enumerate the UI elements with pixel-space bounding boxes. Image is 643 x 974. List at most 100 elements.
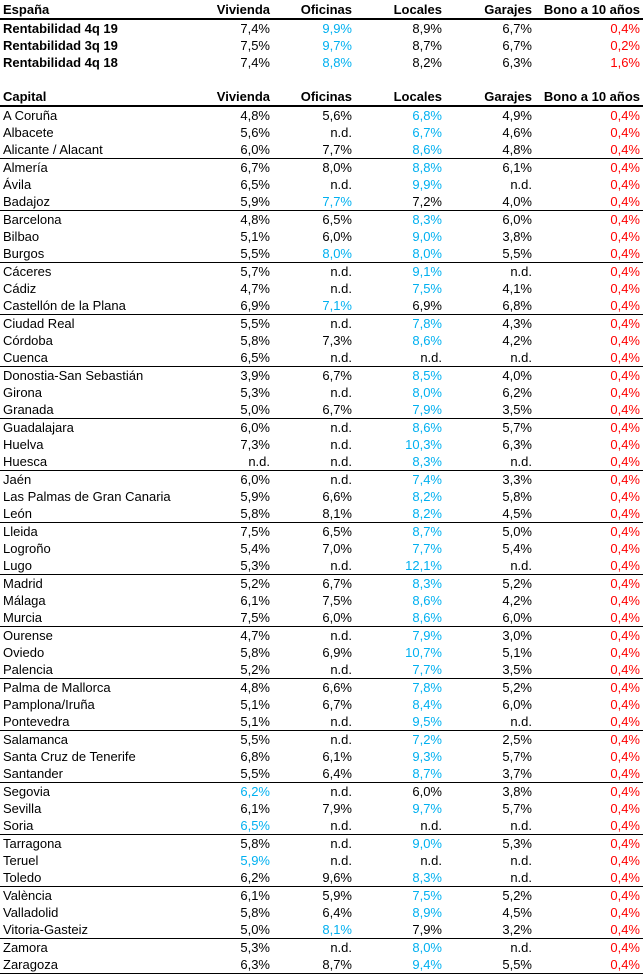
value-cell: 8,0% (412, 385, 442, 400)
value-cell: 4,8% (240, 212, 270, 227)
value-cell: 5,5% (445, 245, 535, 263)
value-cell: 5,6% (240, 125, 270, 140)
value-cell: 0,4% (610, 385, 640, 400)
value-cell: 0,4% (535, 817, 643, 835)
row-label: A Coruña (3, 108, 58, 123)
value-cell: 6,7% (240, 160, 270, 175)
value-cell: 6,0% (240, 420, 270, 435)
section-spacer (0, 71, 643, 87)
summary-header-row: España Vivienda Oficinas Locales Garajes… (0, 0, 643, 20)
value-cell: n.d. (330, 177, 352, 192)
value-cell: 7,5% (322, 593, 352, 608)
value-cell: n.d. (420, 853, 442, 868)
value-cell: n.d. (445, 869, 535, 887)
table-row: Donostia-San Sebastián 3,9% 6,7% 8,5% 4,0% 0,… (0, 367, 643, 385)
col-header-garajes: Garajes (445, 0, 535, 20)
row-label: Zamora (3, 940, 48, 955)
table-row: Salamanca 5,5% n.d. 7,2% 2,5% 0,4% (0, 731, 643, 749)
col-header-vivienda: Vivienda (180, 87, 273, 107)
value-cell: 0,4% (535, 505, 643, 523)
value-cell: 5,0% (502, 524, 532, 539)
value-cell: 7,5% (412, 281, 442, 296)
col-header-locales: Locales (355, 87, 445, 107)
value-cell: 5,7% (502, 749, 532, 764)
value-cell: 8,0% (355, 245, 445, 263)
value-cell: 6,1% (240, 801, 270, 816)
value-cell: 5,2% (240, 576, 270, 591)
value-cell: 8,6% (355, 609, 445, 627)
table-row: Badajoz 5,9% 7,7% 7,2% 4,0% 0,4% (0, 193, 643, 211)
table-row: Ourense 4,7% n.d. 7,9% 3,0% 0,4% (0, 627, 643, 645)
value-cell: 5,8% (180, 505, 273, 523)
col-header-oficinas: Oficinas (273, 0, 355, 20)
value-cell: 0,4% (610, 108, 640, 123)
value-cell: 9,5% (355, 713, 445, 731)
value-cell: 0,4% (610, 801, 640, 816)
value-cell: 6,7% (502, 38, 532, 53)
value-cell: 6,1% (240, 888, 270, 903)
value-cell: 9,3% (412, 749, 442, 764)
value-cell: n.d. (445, 349, 535, 367)
value-cell: 0,4% (610, 836, 640, 851)
value-cell: 6,2% (180, 869, 273, 887)
value-cell: 0,4% (610, 368, 640, 383)
value-cell: 6,3% (502, 55, 532, 70)
value-cell: 9,7% (322, 38, 352, 53)
value-cell: 6,7% (273, 401, 355, 419)
value-cell: 5,8% (240, 333, 270, 348)
table-row: Zamora 5,3% n.d. 8,0% n.d. 0,4% (0, 939, 643, 957)
table-row: Vitoria-Gasteiz 5,0% 8,1% 7,9% 3,2% 0,4% (0, 921, 643, 939)
value-cell: 0,4% (535, 661, 643, 679)
value-cell: 5,0% (180, 921, 273, 939)
table-row: Castellón de la Plana 6,9% 7,1% 6,9% 6,8% 0,4… (0, 297, 643, 315)
value-cell: 3,7% (445, 765, 535, 783)
value-cell: 3,2% (445, 921, 535, 939)
value-cell: 5,8% (240, 905, 270, 920)
row-label: Pamplona/Iruña (3, 697, 95, 712)
value-cell: 8,2% (355, 505, 445, 523)
value-cell: 0,4% (610, 732, 640, 747)
value-cell: 0,4% (610, 593, 640, 608)
value-cell: 8,3% (355, 869, 445, 887)
value-cell: 5,2% (502, 576, 532, 591)
value-cell: 7,0% (322, 541, 352, 556)
value-cell: 5,6% (322, 108, 352, 123)
value-cell: 6,1% (240, 593, 270, 608)
value-cell: n.d. (330, 784, 352, 799)
col-header-bono: Bono a 10 años (535, 87, 643, 107)
row-label: Tarragona (3, 836, 62, 851)
value-cell: 7,9% (355, 921, 445, 939)
value-cell: 6,0% (502, 212, 532, 227)
table-row: Guadalajara 6,0% n.d. 8,6% 5,7% 0,4% (0, 419, 643, 437)
table-row: Alicante / Alacant 6,0% 7,7% 8,6% 4,8% 0,4% (0, 141, 643, 159)
value-cell: 5,8% (240, 836, 270, 851)
value-cell: 0,4% (535, 713, 643, 731)
capitals-header-row: Capital Vivienda Oficinas Locales Garaje… (0, 87, 643, 107)
value-cell: n.d. (273, 661, 355, 679)
value-cell: 0,4% (610, 888, 640, 903)
value-cell: n.d. (445, 453, 535, 471)
value-cell: 4,8% (240, 680, 270, 695)
value-cell: 6,1% (322, 749, 352, 764)
value-cell: 9,9% (322, 21, 352, 36)
table-row: Córdoba 5,8% 7,3% 8,6% 4,2% 0,4% (0, 332, 643, 349)
value-cell: n.d. (330, 281, 352, 296)
value-cell: 0,4% (610, 680, 640, 695)
row-label: Segovia (3, 784, 50, 799)
value-cell: 8,7% (322, 957, 352, 972)
value-cell: 0,4% (610, 281, 640, 296)
value-cell: 7,5% (240, 38, 270, 53)
value-cell: 6,0% (412, 784, 442, 799)
value-cell: 8,9% (412, 905, 442, 920)
value-cell: 8,6% (412, 333, 442, 348)
value-cell: 5,1% (240, 697, 270, 712)
value-cell: 0,4% (610, 541, 640, 556)
value-cell: 4,0% (502, 368, 532, 383)
value-cell: 8,0% (322, 160, 352, 175)
value-cell: 6,8% (240, 749, 270, 764)
row-label: Rentabilidad 4q 18 (3, 55, 118, 70)
value-cell: 0,4% (535, 349, 643, 367)
value-cell: 8,3% (355, 453, 445, 471)
table-row: Teruel 5,9% n.d. n.d. n.d. 0,4% (0, 852, 643, 869)
row-label: València (3, 888, 52, 903)
